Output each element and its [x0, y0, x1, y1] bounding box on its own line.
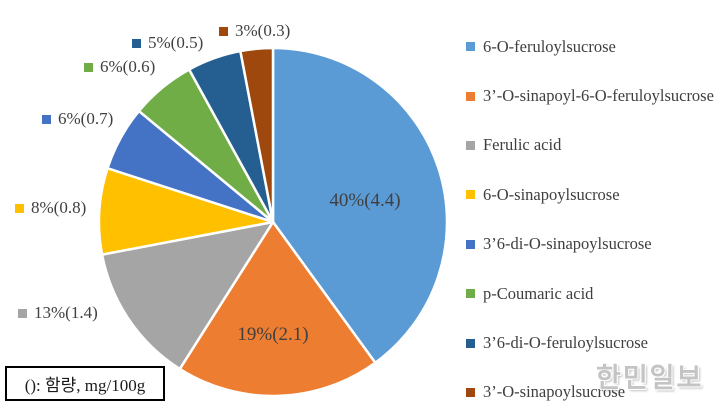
- legend-key-icon: [466, 190, 475, 200]
- legend-label: Ferulic acid: [483, 135, 562, 155]
- pie-data-label-text: 6%(0.7): [58, 109, 114, 128]
- pie-data-label-text: 8%(0.8): [31, 198, 87, 217]
- legend-key-icon: [466, 140, 475, 150]
- legend-item: 6-O-feruloylsucrose: [466, 22, 714, 71]
- chart-legend: 6-O-feruloylsucrose 3’-O-sinapoyl-6-O-fe…: [466, 22, 714, 408]
- legend-item: 6-O-sinapoylsucrose: [466, 170, 714, 219]
- label-key-icon: [219, 26, 228, 36]
- legend-item: 3’-O-sinapoylsucrose: [466, 368, 714, 408]
- pie-slice-1: [271, 46, 449, 365]
- pie-data-label-outside: 6%(0.6): [84, 57, 155, 77]
- pie-data-label-outside: 3%(0.3): [219, 21, 290, 41]
- legend-item: 3’6-di-O-feruloylsucrose: [466, 318, 714, 367]
- legend-item: p-Coumaric acid: [466, 269, 714, 318]
- legend-label: 6-O-sinapoylsucrose: [483, 184, 620, 204]
- pie-data-label-outside: 6%(0.7): [42, 109, 113, 129]
- pie-data-label-outside: 8%(0.8): [15, 198, 86, 218]
- legend-label: 3’-O-sinapoylsucrose: [483, 382, 626, 402]
- legend-key-icon: [466, 42, 475, 52]
- legend-label: 3’-O-sinapoyl-6-O-feruloylsucrose: [483, 86, 714, 106]
- pie-slice-8: [239, 46, 275, 224]
- legend-item: Ferulic acid: [466, 121, 714, 170]
- pie-slice-2: [178, 220, 377, 398]
- pie-data-label-inside: 19%(2.1): [237, 324, 309, 345]
- legend-label: 3’6-di-O-feruloylsucrose: [483, 333, 648, 353]
- label-key-icon: [84, 62, 93, 72]
- pie-slice-3: [100, 220, 275, 371]
- watermark: 한민일보: [596, 363, 704, 393]
- label-key-icon: [15, 203, 24, 213]
- label-key-icon: [132, 38, 141, 48]
- pie-data-label-text: 5%(0.5): [148, 33, 204, 52]
- legend-key-icon: [466, 91, 475, 101]
- legend-label: p-Coumaric acid: [483, 283, 594, 303]
- label-key-icon: [18, 308, 27, 318]
- legend-key-icon: [466, 338, 475, 348]
- pie-data-label-text: 3%(0.3): [235, 21, 291, 40]
- legend-key-icon: [466, 239, 475, 249]
- legend-key-icon: [466, 387, 475, 397]
- legend-item: 3’-O-sinapoyl-6-O-feruloylsucrose: [466, 71, 714, 120]
- legend-item: 3’6-di-O-sinapoylsucrose: [466, 220, 714, 269]
- pie-data-label-outside: 5%(0.5): [132, 33, 203, 53]
- pie-data-label-text: 6%(0.6): [100, 57, 156, 76]
- legend-label: 6-O-feruloylsucrose: [483, 36, 616, 56]
- unit-note-box: (): 함량, mg/100g: [5, 366, 165, 401]
- legend-key-icon: [466, 289, 475, 299]
- pie-data-label-outside: 13%(1.4): [18, 303, 98, 323]
- pie-data-label-text: 13%(1.4): [34, 303, 98, 322]
- pie-data-label-inside: 40%(4.4): [329, 190, 401, 211]
- legend-label: 3’6-di-O-sinapoylsucrose: [483, 234, 652, 254]
- label-key-icon: [42, 114, 51, 124]
